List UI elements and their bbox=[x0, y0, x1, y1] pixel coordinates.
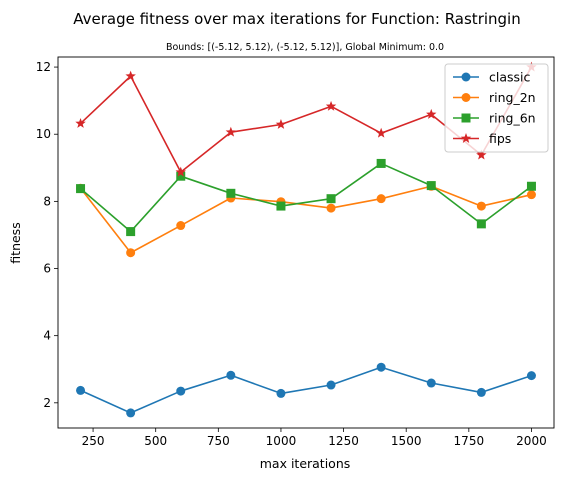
x-tick-label: 1000 bbox=[266, 434, 297, 448]
y-tick-label: 8 bbox=[43, 194, 51, 208]
data-point-ring-6n bbox=[376, 158, 386, 168]
data-point-fips bbox=[375, 127, 387, 138]
x-tick-label: 750 bbox=[207, 434, 230, 448]
y-tick-label: 6 bbox=[43, 262, 51, 276]
x-tick-label: 1250 bbox=[328, 434, 359, 448]
plot-area: 250 500 750 1000 1250 1500 1750 2000 2 4 6 8 10 12 cla… bbox=[36, 56, 555, 448]
data-point-classic bbox=[276, 388, 286, 398]
legend-label: fips bbox=[489, 131, 511, 146]
legend-marker bbox=[461, 113, 471, 123]
data-point-ring-6n bbox=[426, 181, 436, 191]
data-point-ring-6n bbox=[476, 219, 486, 229]
y-tick-label: 10 bbox=[36, 127, 51, 141]
data-point-ring-6n bbox=[76, 184, 86, 194]
y-tick-label: 4 bbox=[43, 329, 51, 343]
data-point-fips bbox=[476, 149, 487, 160]
legend-label: ring_2n bbox=[489, 90, 536, 105]
data-point-classic bbox=[326, 380, 336, 390]
legend-label: classic bbox=[489, 70, 531, 85]
x-axis-title: max iterations bbox=[260, 456, 351, 471]
series-line-classic bbox=[80, 366, 532, 414]
data-point-ring-2n bbox=[476, 201, 486, 211]
data-point-fips bbox=[426, 108, 437, 119]
data-point-classic bbox=[126, 408, 136, 418]
data-point-classic bbox=[376, 362, 386, 372]
chart-title: Average fitness over max iterations for … bbox=[73, 10, 520, 28]
x-tick-label: 500 bbox=[144, 434, 167, 448]
legend-box bbox=[444, 63, 549, 153]
data-point-ring-2n bbox=[376, 194, 386, 204]
data-point-classic bbox=[226, 370, 236, 380]
legend-marker bbox=[461, 93, 471, 102]
data-point-fips bbox=[125, 70, 136, 81]
y-tick-label: 2 bbox=[43, 396, 51, 410]
data-point-classic bbox=[526, 371, 536, 381]
x-tick-label: 2000 bbox=[516, 434, 547, 448]
axes-frame bbox=[57, 56, 555, 429]
data-point-ring-6n bbox=[126, 227, 136, 237]
chart-subtitle: Bounds: [(-5.12, 5.12), (-5.12, 5.12)], … bbox=[166, 42, 444, 53]
data-point-fips bbox=[275, 118, 287, 129]
series-line-ring-6n bbox=[80, 162, 532, 233]
data-point-fips bbox=[175, 166, 186, 177]
data-point-ring-6n bbox=[276, 201, 286, 211]
data-point-fips bbox=[225, 126, 237, 137]
legend-label: ring_6n bbox=[489, 111, 536, 126]
data-point-ring-6n bbox=[226, 188, 236, 198]
data-point-ring-2n bbox=[326, 203, 336, 213]
x-tick-label: 1500 bbox=[391, 434, 422, 448]
data-point-classic bbox=[176, 386, 186, 396]
data-point-classic bbox=[76, 385, 86, 395]
data-point-classic bbox=[476, 387, 486, 397]
data-point-ring-2n bbox=[526, 190, 536, 200]
data-point-ring-6n bbox=[326, 194, 336, 204]
data-point-fips bbox=[75, 117, 86, 128]
data-point-ring-2n bbox=[176, 221, 186, 231]
legend-marker bbox=[460, 133, 472, 143]
legend-marker bbox=[461, 72, 471, 82]
data-point-ring-2n bbox=[126, 248, 136, 258]
y-axis-title: fitness bbox=[8, 222, 23, 263]
series-line-ring-2n bbox=[79, 185, 532, 254]
x-tick-label: 250 bbox=[82, 434, 105, 448]
data-point-ring-6n bbox=[526, 181, 536, 191]
x-tick-label: 1750 bbox=[454, 434, 485, 448]
data-point-classic bbox=[426, 378, 436, 388]
data-point-fips bbox=[325, 100, 337, 111]
data-point-ring-6n bbox=[176, 171, 186, 181]
y-tick-label: 12 bbox=[36, 60, 51, 74]
